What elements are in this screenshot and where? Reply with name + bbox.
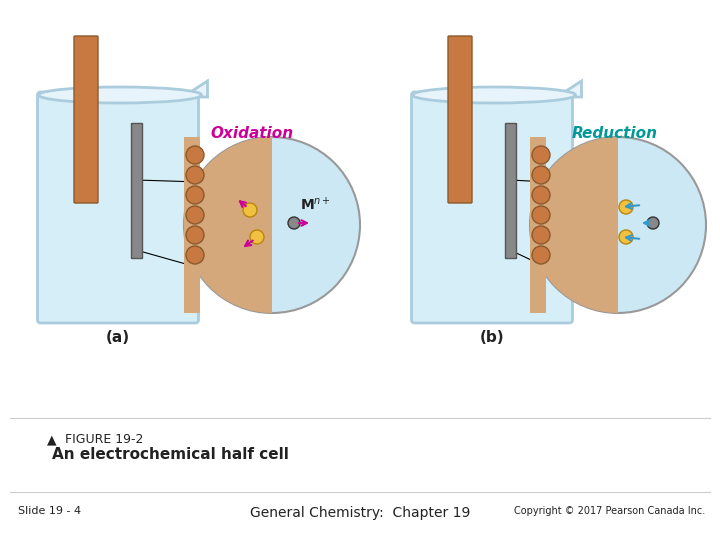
Wedge shape (530, 137, 618, 313)
Circle shape (186, 166, 204, 184)
Circle shape (532, 206, 550, 224)
Circle shape (250, 230, 264, 244)
Text: (b): (b) (480, 330, 504, 345)
Text: Copyright © 2017 Pearson Canada Inc.: Copyright © 2017 Pearson Canada Inc. (514, 506, 705, 516)
Circle shape (532, 226, 550, 244)
Text: Oxidation: Oxidation (210, 126, 293, 141)
FancyBboxPatch shape (74, 36, 98, 203)
Circle shape (186, 146, 204, 164)
Bar (130, 123, 142, 258)
Circle shape (619, 200, 633, 214)
Circle shape (186, 186, 204, 204)
Circle shape (619, 230, 633, 244)
Circle shape (186, 246, 204, 264)
Text: Reduction: Reduction (572, 126, 658, 141)
Circle shape (288, 217, 300, 229)
Circle shape (532, 186, 550, 204)
Wedge shape (184, 137, 272, 313)
Circle shape (530, 137, 706, 313)
Circle shape (532, 246, 550, 264)
Circle shape (532, 166, 550, 184)
Circle shape (532, 146, 550, 164)
Circle shape (243, 203, 257, 217)
Ellipse shape (38, 87, 202, 103)
FancyBboxPatch shape (412, 92, 572, 323)
Text: $\mathbf{M}^{n+}$: $\mathbf{M}^{n+}$ (300, 197, 331, 214)
Circle shape (647, 217, 659, 229)
FancyBboxPatch shape (37, 92, 199, 323)
Text: FIGURE 19-2: FIGURE 19-2 (65, 433, 143, 446)
Text: (a): (a) (106, 330, 130, 345)
Bar (530, 137, 546, 313)
Circle shape (186, 226, 204, 244)
Polygon shape (562, 81, 582, 97)
Text: ▲: ▲ (48, 433, 57, 446)
Bar (184, 137, 200, 313)
Polygon shape (187, 81, 207, 97)
Ellipse shape (413, 87, 575, 103)
Text: Slide 19 - 4: Slide 19 - 4 (18, 506, 81, 516)
Text: An electrochemical half cell: An electrochemical half cell (52, 447, 289, 462)
Circle shape (184, 137, 360, 313)
Text: General Chemistry:  Chapter 19: General Chemistry: Chapter 19 (250, 506, 470, 520)
Bar (505, 123, 516, 258)
FancyBboxPatch shape (448, 36, 472, 203)
Circle shape (186, 206, 204, 224)
